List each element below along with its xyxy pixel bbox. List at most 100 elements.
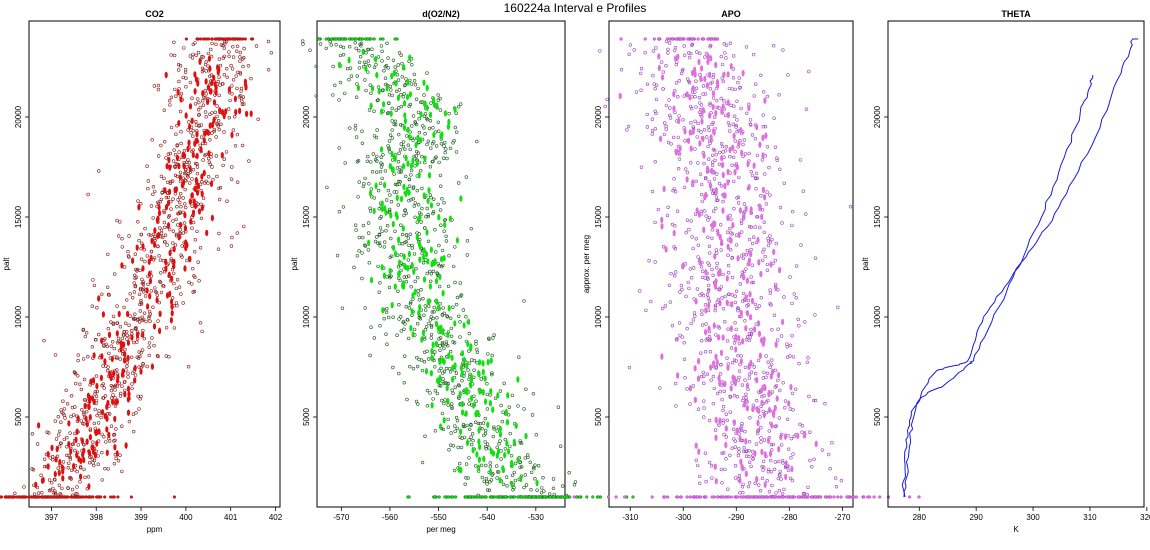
data-point [730, 301, 734, 308]
data-point [164, 195, 169, 200]
data-point [193, 250, 197, 254]
data-point [761, 376, 765, 380]
data-point [738, 207, 743, 214]
data-point [745, 111, 749, 116]
data-point [150, 138, 154, 142]
data-point [437, 129, 441, 133]
data-point [765, 479, 769, 483]
data-point [410, 124, 414, 128]
data-point [361, 184, 366, 189]
data-point [175, 154, 179, 161]
data-point [73, 405, 77, 409]
data-point [724, 435, 728, 439]
data-point [56, 433, 61, 437]
data-point [739, 127, 743, 134]
data-point [749, 208, 753, 215]
data-point [196, 80, 200, 87]
data-point [136, 220, 140, 224]
data-point [762, 465, 766, 470]
data-point [715, 198, 719, 203]
data-point [199, 135, 204, 139]
data-point [717, 106, 721, 110]
data-point [64, 453, 69, 457]
data-point [168, 98, 172, 103]
data-point [338, 53, 343, 58]
data-point [721, 171, 725, 179]
data-point [138, 354, 142, 359]
data-point [761, 113, 765, 117]
data-point [484, 476, 489, 481]
data-point [399, 92, 403, 97]
data-point [708, 103, 712, 107]
data-point [535, 479, 539, 487]
data-point [749, 370, 754, 374]
data-point [396, 78, 401, 82]
data-point [731, 54, 736, 58]
data-point [372, 207, 376, 215]
data-point [361, 235, 365, 240]
data-point [354, 46, 358, 51]
data-point [498, 477, 502, 484]
data-point [717, 326, 721, 330]
data-point [56, 495, 60, 499]
data-point [834, 485, 839, 489]
data-point [111, 495, 115, 499]
data-point [770, 422, 774, 429]
data-point [440, 248, 445, 253]
data-point [102, 386, 106, 390]
data-point [196, 97, 200, 101]
data-point [798, 422, 802, 426]
data-point [690, 42, 695, 46]
data-point [176, 89, 180, 96]
data-point [696, 121, 700, 126]
data-point [177, 195, 182, 200]
data-point [69, 414, 73, 419]
data-point [397, 236, 401, 243]
data-point [484, 463, 488, 468]
data-point [115, 377, 120, 384]
data-point [732, 358, 737, 362]
data-point [380, 59, 384, 63]
data-point [730, 446, 734, 450]
data-point [116, 459, 121, 463]
data-point [171, 241, 175, 245]
data-point [453, 385, 457, 389]
data-point [664, 246, 668, 253]
data-point [397, 51, 402, 55]
data-point [425, 117, 430, 122]
scatter-points [301, 37, 635, 499]
data-point [729, 231, 733, 235]
data-point [162, 209, 166, 213]
data-point [231, 128, 236, 132]
data-point [766, 239, 771, 243]
data-point [653, 86, 657, 91]
data-point [778, 469, 782, 474]
data-point [745, 277, 750, 284]
data-point [381, 37, 385, 41]
data-point [391, 365, 395, 370]
data-point [378, 181, 383, 186]
data-point [76, 415, 80, 422]
data-point [651, 49, 656, 53]
data-point [168, 151, 173, 156]
data-point [619, 67, 624, 72]
data-point [388, 133, 393, 137]
data-point [713, 305, 717, 309]
data-point [149, 254, 153, 261]
data-point [437, 160, 441, 165]
data-point [665, 213, 670, 218]
data-point [712, 128, 716, 135]
data-point [709, 364, 713, 371]
data-point [441, 306, 445, 310]
data-point [225, 75, 229, 80]
data-point [381, 88, 385, 92]
data-point [811, 398, 816, 403]
data-point [723, 320, 727, 324]
data-point [426, 214, 430, 219]
data-point [438, 273, 442, 281]
data-point [175, 143, 179, 147]
data-point [462, 356, 466, 364]
data-point [82, 411, 86, 415]
data-point [409, 285, 413, 289]
data-point [213, 110, 218, 115]
